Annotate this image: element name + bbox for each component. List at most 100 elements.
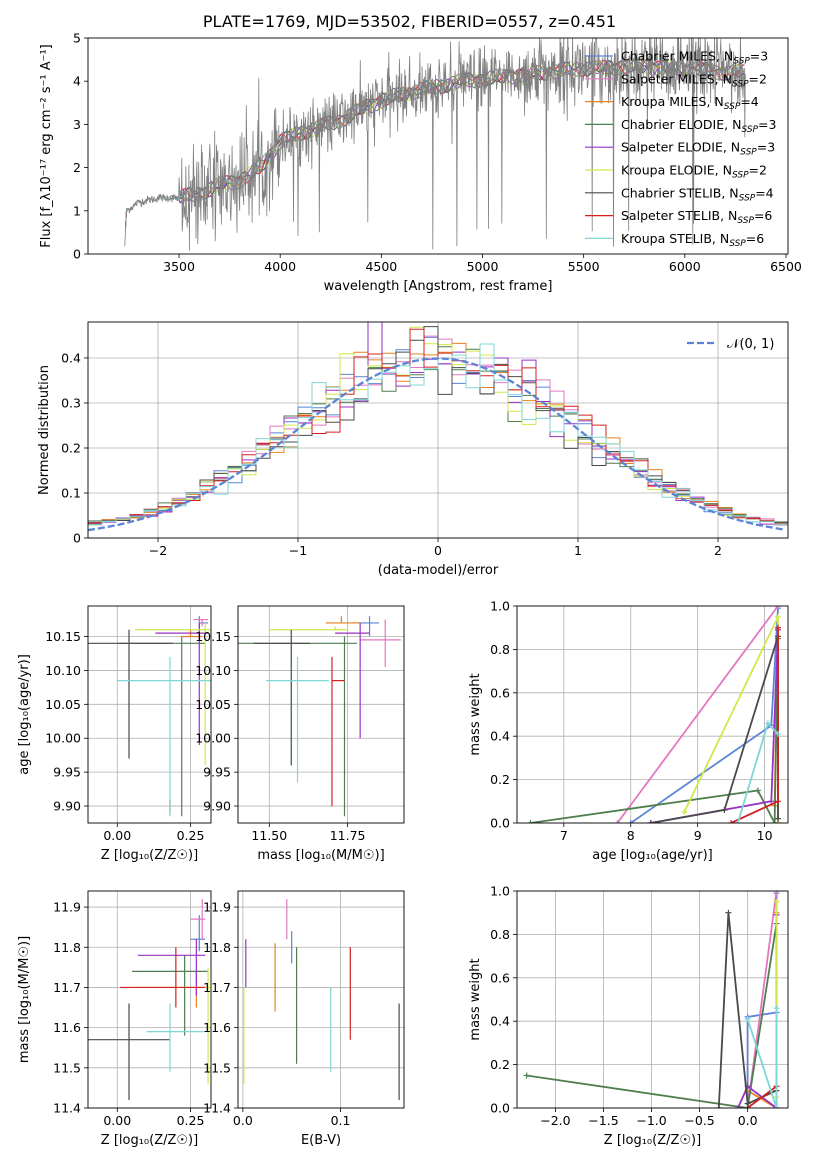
y-tick-label: 0.3 — [61, 396, 81, 411]
mass-weight-marker — [773, 891, 780, 894]
mass-weight-marker — [768, 798, 775, 805]
mass-weight-marker — [774, 731, 781, 738]
x-tick-label: 0.0 — [233, 1113, 253, 1128]
y-tick-label: 11.6 — [53, 1020, 81, 1035]
mass-weight-marker — [774, 613, 781, 620]
x-tick-label: 11.50 — [251, 828, 287, 843]
x-tick-label: 4000 — [264, 259, 296, 274]
x-tick-label: −1.5 — [588, 1113, 618, 1128]
mass-weight-marker — [771, 820, 778, 823]
mass-weight-marker — [734, 820, 741, 823]
x-tick-label: −0.5 — [684, 1113, 714, 1128]
y-tick-label: 1.0 — [490, 599, 510, 614]
mass-weight-marker — [721, 806, 728, 813]
y-tick-label: 9.95 — [203, 765, 231, 780]
x-tick-label: 1 — [574, 543, 582, 558]
mass-weight-line — [616, 606, 779, 823]
panel-mass-weight-vs-age: 7 8 9 10 0.0 0.2 0.4 0.6 0.8 1.0 age [log₁₀(age/yr… — [468, 599, 789, 863]
mass-weight-line — [747, 1085, 778, 1108]
panel-spectrum: 3500 4000 4500 5000 5500 6000 6500 0 1 2 3 4 5 wavele… — [39, 31, 802, 295]
y-tick-label: 11.7 — [203, 980, 231, 995]
x-axis-label: (data-model)/error — [378, 563, 499, 578]
y-tick-label: 10.05 — [195, 697, 231, 712]
y-tick-label: 0.0 — [490, 1101, 510, 1116]
histogram-step — [88, 326, 788, 538]
y-tick-label: 11.9 — [53, 900, 81, 915]
y-axis-label: mass weight — [468, 958, 483, 1040]
x-tick-label: 8 — [627, 828, 635, 843]
legend-label: Chabrier STELIB, NSSP=4 — [621, 185, 774, 203]
histogram-step — [88, 343, 788, 538]
mass-weight-marker — [773, 1005, 780, 1012]
x-tick-label: 11.75 — [330, 828, 366, 843]
y-tick-label: 10.10 — [45, 663, 81, 678]
legend-label: Kroupa STELIB, NSSP=6 — [621, 231, 764, 249]
panel-age-vs-mass: 11.50 11.75 9.90 9.95 10.00 10.05 10.10 10.15 ma… — [195, 605, 405, 863]
y-tick-label: 11.7 — [53, 980, 81, 995]
y-tick-label: 0.2 — [490, 772, 510, 787]
mass-weight-line — [683, 616, 779, 823]
mass-weight-marker — [773, 898, 780, 905]
mass-weight-marker — [764, 720, 771, 727]
mass-weight-marker — [527, 820, 534, 823]
x-tick-label: 5000 — [467, 259, 499, 274]
mass-weight-marker — [773, 1105, 780, 1108]
mass-weight-marker — [774, 606, 781, 609]
mass-weight-marker — [627, 820, 634, 823]
y-tick-label: 0 — [73, 531, 81, 546]
mass-weight-marker — [774, 798, 781, 805]
y-tick-label: 0 — [73, 247, 81, 262]
x-tick-label: 2 — [714, 543, 722, 558]
y-tick-label: 0.6 — [490, 970, 510, 985]
y-tick-label: 10.00 — [45, 731, 81, 746]
legend-label: Chabrier MILES, NSSP=3 — [621, 49, 768, 67]
x-tick-label: 10 — [757, 828, 773, 843]
y-tick-label: 11.5 — [203, 1060, 231, 1075]
axes-frame — [87, 890, 212, 1109]
x-tick-label: −1.0 — [636, 1113, 666, 1128]
mass-weight-marker — [647, 820, 654, 823]
y-tick-label: 5 — [73, 31, 81, 46]
axes-frame — [87, 37, 789, 255]
data-spectrum-line — [124, 38, 746, 251]
legend-label: Salpeter STELIB, NSSP=6 — [621, 208, 772, 226]
legend-label: Chabrier ELODIE, NSSP=3 — [621, 117, 776, 135]
x-tick-label: 0.0 — [738, 1113, 758, 1128]
x-tick-label: −2 — [149, 543, 167, 558]
mass-weight-marker — [725, 909, 732, 916]
y-tick-label: 4 — [73, 74, 81, 89]
mass-weight-line — [530, 638, 779, 823]
mass-weight-line — [746, 1008, 778, 1108]
legend-label: 𝒩(0, 1) — [727, 337, 774, 352]
plot-area — [88, 899, 211, 1100]
panel-mass-vs-Z: 0.00 0.25 11.4 11.5 11.6 11.7 11.8 11.9 Z [log₁₀… — [17, 890, 212, 1148]
plot-area — [238, 616, 401, 817]
y-axis-label: mass [log₁₀(M/M☉)] — [17, 936, 32, 1063]
panel-mass-vs-EBV: 0.0 0.1 11.4 11.5 11.6 11.7 11.8 11.9 E(B-V) — [203, 890, 405, 1148]
legend-label: Kroupa ELODIE, NSSP=2 — [621, 163, 767, 181]
y-tick-label: 11.8 — [53, 940, 81, 955]
x-tick-label: −2.0 — [540, 1113, 570, 1128]
axes-frame — [237, 890, 405, 1109]
x-tick-label: 6000 — [669, 259, 701, 274]
y-tick-label: 0.4 — [490, 1014, 510, 1029]
mass-weight-marker — [614, 820, 621, 823]
mass-weight-marker — [774, 624, 781, 631]
y-tick-label: 10.00 — [195, 731, 231, 746]
figure-title: PLATE=1769, MJD=53502, FIBERID=0557, z=0… — [202, 12, 617, 31]
y-tick-label: 11.5 — [53, 1060, 81, 1075]
x-axis-label: E(B-V) — [301, 1133, 341, 1148]
x-tick-label: 0.00 — [103, 1113, 131, 1128]
x-tick-label: 5500 — [568, 259, 600, 274]
mass-weight-marker — [681, 809, 688, 816]
y-axis-label: mass weight — [468, 673, 483, 755]
y-tick-label: 9.90 — [53, 799, 81, 814]
x-tick-label: 0.1 — [331, 1113, 351, 1128]
y-tick-label: 0.2 — [61, 441, 81, 456]
y-tick-label: 0.4 — [490, 729, 510, 744]
panel-age-vs-Z: 0.00 0.25 9.90 9.95 10.00 10.05 10.10 10.15 Z [l… — [17, 605, 212, 863]
x-tick-label: 6500 — [770, 259, 802, 274]
mass-weight-marker — [744, 1105, 751, 1108]
y-tick-label: 9.95 — [53, 765, 81, 780]
